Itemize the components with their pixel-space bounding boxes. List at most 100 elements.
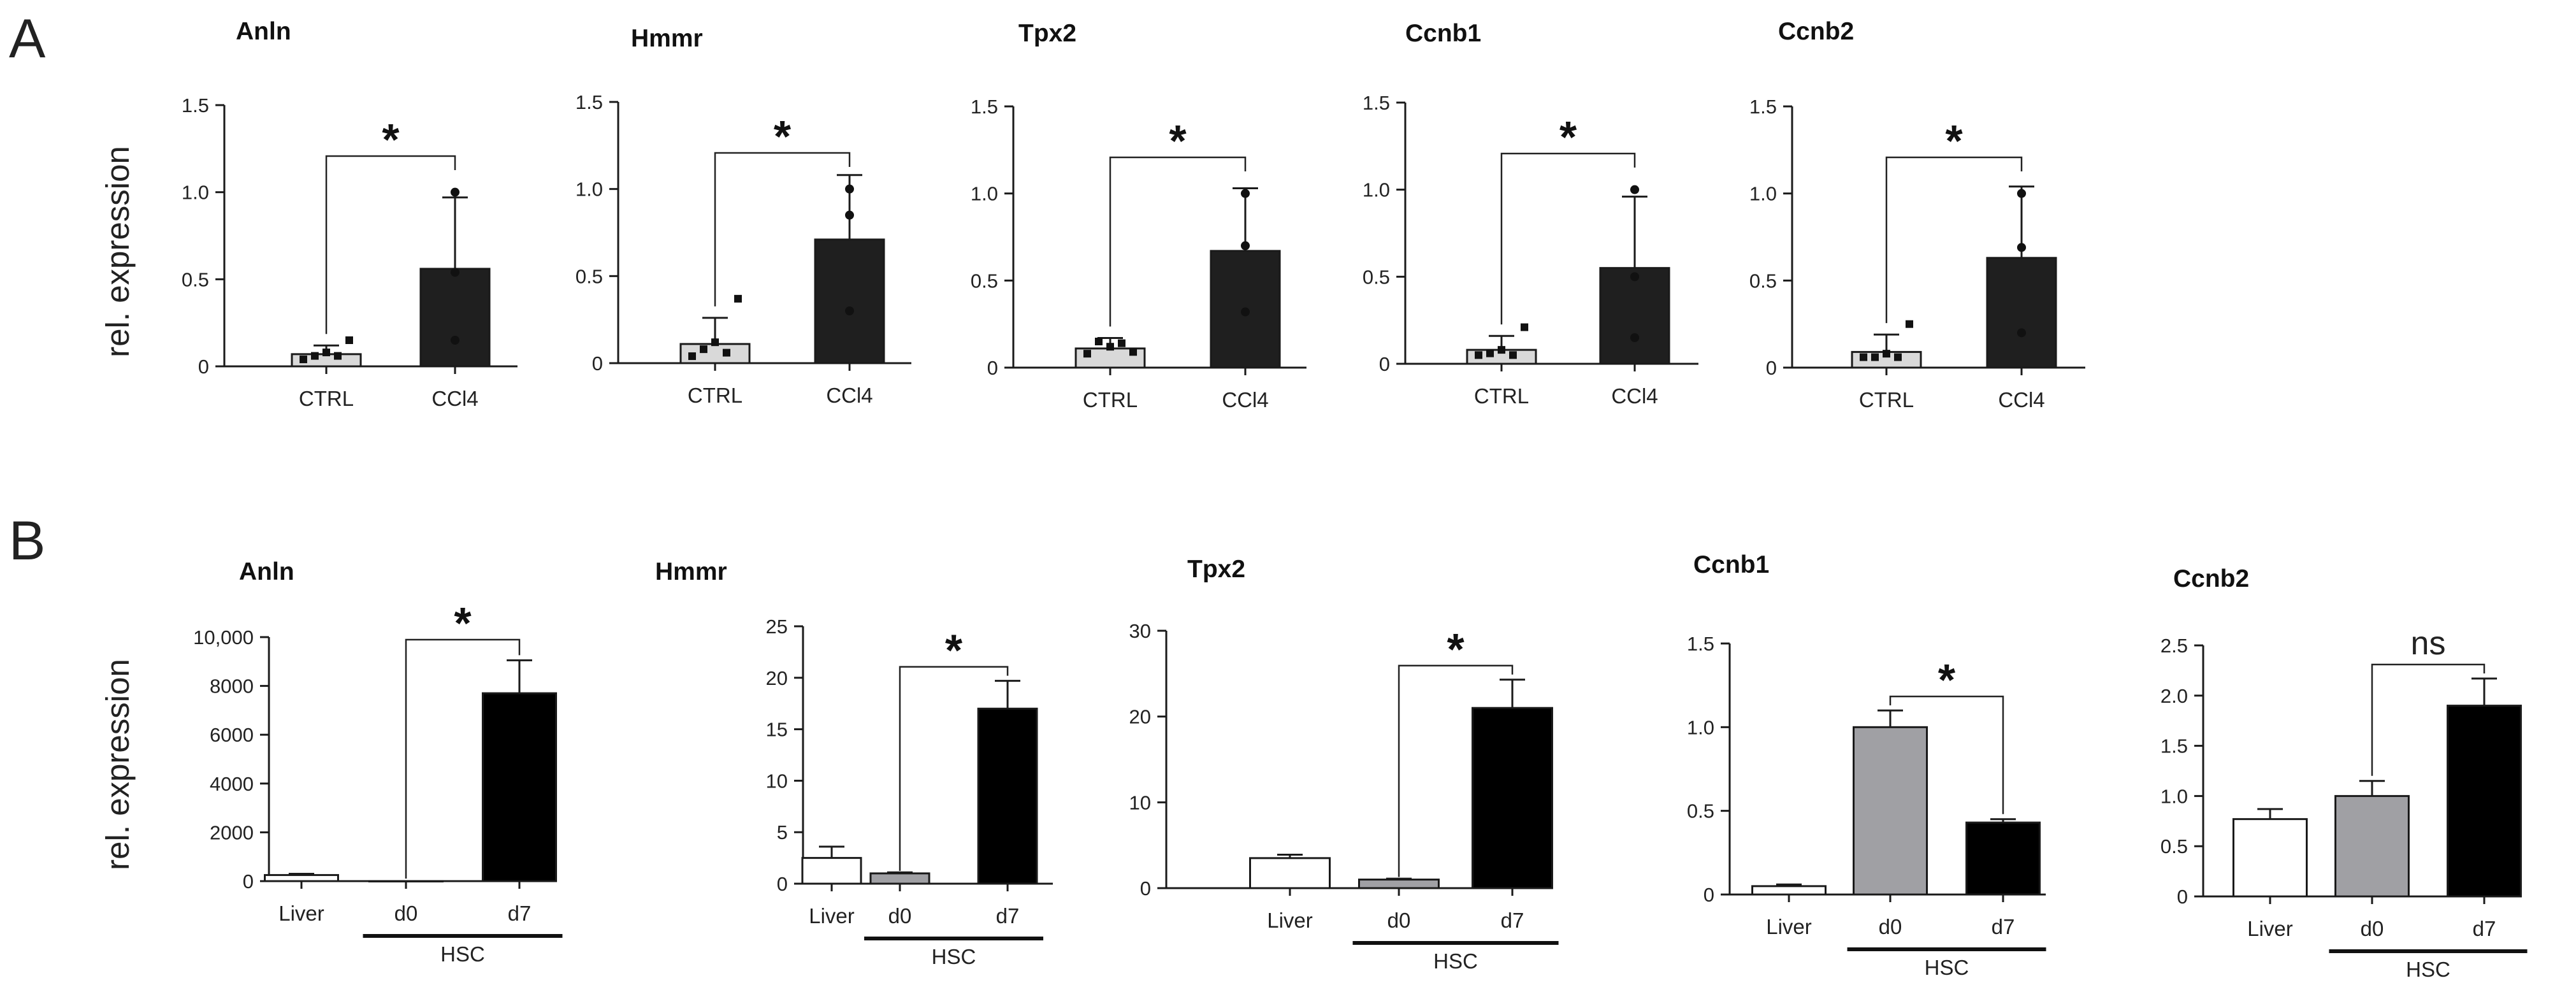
data-point-a-ccnb2-ccl4 bbox=[2017, 328, 2026, 338]
chart-b-anln: Anln 0 2000 4000 6000 8000 10,000 Liver d0 d7 * HSC bbox=[193, 558, 563, 966]
group-label-b-tpx2: HSC bbox=[1433, 949, 1478, 973]
x-tick-label-a-ccnb2-ctrl: CTRL bbox=[1859, 388, 1914, 412]
chart-title-a-ccnb2: Ccnb2 bbox=[1778, 18, 1854, 45]
chart-b-hmmr: Hmmr 0 5 10 15 20 25 Liver d0 d7 * HSC bbox=[655, 558, 1053, 968]
bar-b-ccnb2-liver bbox=[2232, 818, 2308, 898]
y-tick-label-b-ccnb2: 1.5 bbox=[2160, 735, 2188, 758]
data-point-a-ccnb1-ccl4 bbox=[1630, 185, 1639, 194]
group-label-b-ccnb1: HSC bbox=[1925, 956, 1969, 979]
bar-a-anln-ccl4 bbox=[419, 268, 491, 368]
x-tick-label-b-tpx2-liver: Liver bbox=[1267, 909, 1313, 932]
bar-b-hmmr-d7 bbox=[977, 707, 1038, 885]
chart-title-a-ccnb1: Ccnb1 bbox=[1405, 20, 1481, 47]
y-tick-label-b-hmmr: 20 bbox=[766, 667, 788, 689]
y-tick-label-a-tpx2: 1.5 bbox=[971, 96, 998, 118]
x-tick-label-b-hmmr-d7: d7 bbox=[996, 904, 1020, 928]
y-tick-label-b-anln: 2000 bbox=[210, 821, 254, 844]
group-label-b-hmmr: HSC bbox=[932, 945, 976, 968]
data-point-a-tpx2-ctrl bbox=[1095, 338, 1103, 345]
data-point-a-ccnb2-ctrl bbox=[1871, 353, 1879, 361]
data-point-a-ccnb1-ctrl bbox=[1509, 351, 1517, 359]
significance-label-b-ccnb1: * bbox=[1938, 655, 1956, 705]
x-tick-label-a-ccnb1-ctrl: CTRL bbox=[1474, 384, 1529, 408]
chart-title-b-anln: Anln bbox=[239, 558, 294, 586]
data-point-a-tpx2-ccl4 bbox=[1241, 189, 1250, 198]
bar-b-ccnb2-d0 bbox=[2334, 794, 2410, 898]
y-tick-label-b-ccnb2: 1.0 bbox=[2160, 785, 2188, 807]
significance-label-a-ccnb2: * bbox=[1945, 116, 1963, 166]
y-axis-label-b: rel. expression bbox=[99, 659, 136, 870]
panel-label-b: B bbox=[9, 510, 45, 571]
bar-b-anln-d7 bbox=[482, 692, 557, 882]
data-point-a-tpx2-ccl4 bbox=[1241, 241, 1250, 250]
data-point-a-anln-ccl4 bbox=[451, 336, 459, 345]
chart-title-b-tpx2: Tpx2 bbox=[1187, 556, 1245, 583]
data-point-a-anln-ctrl bbox=[345, 336, 353, 344]
y-tick-label-b-ccnb2: 0 bbox=[2177, 886, 2188, 908]
panel-label-a: A bbox=[9, 8, 46, 69]
y-tick-label-a-tpx2: 0.5 bbox=[971, 270, 998, 292]
y-tick-label-a-tpx2: 1.0 bbox=[971, 183, 998, 205]
y-tick-label-a-anln: 1.5 bbox=[182, 94, 209, 117]
significance-label-b-anln: * bbox=[454, 598, 472, 648]
bar-b-ccnb2-d7 bbox=[2447, 705, 2522, 898]
y-tick-label-a-ccnb2: 0 bbox=[1766, 357, 1777, 379]
y-tick-label-a-ccnb1: 0 bbox=[1379, 353, 1390, 375]
x-tick-label-b-anln-d0: d0 bbox=[394, 902, 418, 925]
data-point-a-tpx2-ccl4 bbox=[1241, 307, 1250, 317]
bar-b-ccnb1-d7 bbox=[1965, 821, 2041, 896]
significance-bracket-b-hmmr bbox=[899, 666, 1009, 871]
chart-title-a-hmmr: Hmmr bbox=[631, 25, 703, 52]
y-tick-label-a-ccnb1: 1.0 bbox=[1363, 179, 1390, 201]
data-point-a-hmmr-ctrl bbox=[688, 352, 696, 361]
significance-label-b-ccnb2: ns bbox=[2411, 625, 2446, 662]
data-point-a-hmmr-ccl4 bbox=[845, 306, 854, 315]
data-point-a-ccnb1-ccl4 bbox=[1630, 333, 1639, 342]
y-tick-label-b-hmmr: 5 bbox=[777, 821, 788, 844]
y-tick-label-b-hmmr: 25 bbox=[766, 615, 788, 638]
chart-a-tpx2: Tpx2 0 0.5 1.0 1.5 CTRL CCl4 * bbox=[971, 20, 1306, 412]
data-point-a-ccnb2-ccl4 bbox=[2017, 189, 2026, 198]
y-tick-label-b-hmmr: 0 bbox=[777, 873, 788, 895]
x-tick-label-a-ccnb1-ccl4: CCl4 bbox=[1611, 384, 1658, 408]
y-tick-label-a-anln: 0 bbox=[198, 356, 209, 378]
significance-bracket-b-ccnb2 bbox=[2371, 663, 2486, 776]
bar-b-hmmr-d0 bbox=[869, 872, 930, 885]
bar-b-ccnb1-d0 bbox=[1853, 726, 1928, 896]
y-tick-label-b-tpx2: 20 bbox=[1129, 706, 1151, 728]
charts: Anln 0 0.5 1.0 1.5 CTRL CCl4 * Hmmr 0 0.5 1.0 1.5 CTR… bbox=[182, 18, 2528, 981]
y-tick-label-b-ccnb2: 0.5 bbox=[2160, 835, 2188, 858]
bar-a-ccnb1-ccl4 bbox=[1599, 267, 1670, 365]
data-point-a-tpx2-ctrl bbox=[1118, 339, 1125, 347]
x-tick-label-a-tpx2-ccl4: CCl4 bbox=[1222, 388, 1268, 412]
chart-title-b-ccnb1: Ccnb1 bbox=[1693, 551, 1769, 579]
data-point-a-tpx2-ctrl bbox=[1129, 348, 1137, 356]
data-point-a-ccnb1-ccl4 bbox=[1630, 272, 1639, 282]
chart-title-b-ccnb2: Ccnb2 bbox=[2173, 565, 2249, 593]
data-point-a-ccnb2-ctrl bbox=[1883, 350, 1890, 358]
chart-title-a-tpx2: Tpx2 bbox=[1018, 20, 1076, 47]
data-point-a-anln-ccl4 bbox=[451, 187, 459, 197]
x-tick-label-b-hmmr-liver: Liver bbox=[809, 904, 855, 928]
x-tick-label-a-tpx2-ctrl: CTRL bbox=[1083, 388, 1138, 412]
x-tick-label-a-ccnb2-ccl4: CCl4 bbox=[1998, 388, 2044, 412]
significance-label-a-hmmr: * bbox=[774, 111, 792, 161]
x-tick-label-b-ccnb2-d0: d0 bbox=[2361, 917, 2384, 940]
data-point-a-anln-ccl4 bbox=[451, 268, 459, 277]
bar-b-tpx2-d7 bbox=[1472, 707, 1553, 889]
x-tick-label-a-hmmr-ctrl: CTRL bbox=[688, 384, 742, 407]
data-point-a-ccnb1-ctrl bbox=[1521, 323, 1528, 331]
bar-b-tpx2-liver bbox=[1249, 857, 1331, 889]
x-tick-label-b-ccnb2-d7: d7 bbox=[2473, 917, 2496, 940]
y-tick-label-b-ccnb1: 0 bbox=[1704, 884, 1714, 906]
y-tick-label-b-hmmr: 10 bbox=[766, 770, 788, 792]
data-point-a-tpx2-ctrl bbox=[1106, 343, 1114, 351]
data-point-a-ccnb2-ctrl bbox=[1906, 320, 1913, 328]
significance-bracket-a-tpx2 bbox=[1109, 156, 1247, 327]
x-tick-label-b-ccnb1-liver: Liver bbox=[1766, 915, 1812, 938]
x-tick-label-b-ccnb1-d0: d0 bbox=[1879, 915, 1902, 938]
significance-label-a-tpx2: * bbox=[1169, 116, 1187, 166]
significance-bracket-a-ccnb1 bbox=[1500, 152, 1636, 325]
x-tick-label-a-hmmr-ccl4: CCl4 bbox=[826, 384, 872, 407]
